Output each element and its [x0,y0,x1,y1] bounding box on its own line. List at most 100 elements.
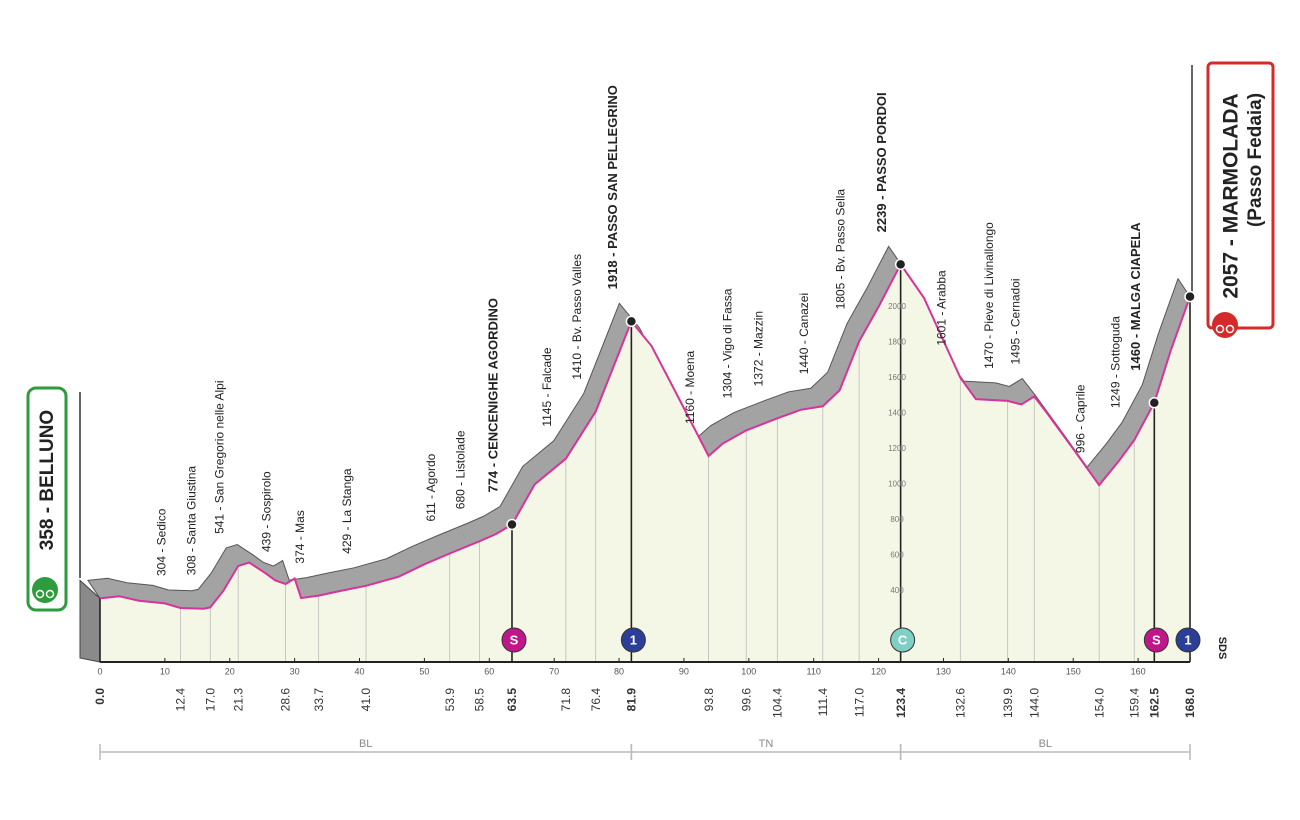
logo: SDS [1216,637,1228,660]
waypoint-label: 439 - Sospirolo [260,471,274,552]
x-tick-label: 70 [549,666,559,676]
km-label: 139.9 [1001,688,1015,718]
waypoint-label: 1304 - Vigo di Fassa [720,288,734,398]
km-label: 58.5 [473,688,487,712]
km-label: 21.3 [231,688,245,712]
waypoint-label: 1470 - Pieve di Livinallongo [982,222,996,369]
km-label: 93.8 [702,688,716,712]
icon-wheel [1215,324,1225,334]
waypoint-label: 1372 - Mazzin [752,311,766,386]
marker-symbol: 1 [630,632,637,647]
km-label: 81.9 [625,688,639,712]
finish-icon [1212,312,1238,338]
waypoint-label: 1805 - Bv. Passo Sella [833,189,847,310]
km-label: 168.0 [1183,688,1197,718]
start-frame [26,386,68,612]
marker-symbol: S [1152,632,1161,647]
y-tick-label: 800 [890,515,904,524]
x-tick-label: 130 [936,666,951,676]
y-tick-label: 400 [890,586,904,595]
marker-icon [1175,627,1201,653]
km-label: 117.0 [852,688,866,717]
waypoint-label: 1460 - MALGA CIAPELA [1128,222,1143,371]
region-label: BL [359,738,372,750]
km-label: 144.0 [1027,688,1041,718]
y-tick-label: 1200 [888,444,906,453]
waypoint-label: 1160 - Moena [683,350,697,423]
start-box: 358 - BELLUNO [26,386,81,612]
start-label: 358 - BELLUNO [37,410,58,550]
km-label: 159.4 [1127,688,1141,718]
km-label: 41.0 [359,688,373,712]
km-label: 28.6 [279,688,293,712]
km-label: 71.8 [559,688,573,712]
waypoint-label: 1145 - Falcade [540,347,554,426]
km-label: 162.5 [1147,688,1161,718]
marker-icon [501,627,527,653]
y-tick-label: 1000 [888,480,906,489]
finish-box: 2057 - MARMOLADA (Passo Fedaia) [1191,61,1275,338]
y-tick-label: 2000 [888,302,906,311]
km-label: 63.5 [505,688,519,712]
x-tick-label: 100 [741,666,756,676]
finish-sublabel: (Passo Fedaia) [1245,93,1266,227]
km-label: 0.0 [93,688,107,705]
x-tick-label: 110 [807,666,821,676]
icon-wheel [45,589,55,599]
km-label: 123.4 [894,688,908,718]
x-tick-label: 160 [1131,666,1146,676]
km-label: 154.0 [1092,688,1106,718]
waypoint-label: 541 - San Gregorio nelle Alpi [212,380,226,533]
x-tick-label: 80 [614,666,624,676]
marker-icon [1143,627,1169,653]
finish-frame [1206,61,1275,330]
waypoint-dot [1184,290,1196,303]
km-label: 132.6 [953,688,967,718]
region-label: TN [759,738,774,750]
finish-label: 2057 - MARMOLADA [1220,93,1243,298]
km-label: 17.0 [203,688,217,712]
marker-symbol: 1 [1184,632,1191,647]
y-tick-label: 1800 [888,337,906,346]
waypoint-label: 996 - Caprile [1073,384,1087,453]
waypoint-label: 1249 - Sottoguda [1108,316,1122,408]
profile-line [99,262,1191,610]
waypoint-label: 680 - Listolade [454,430,468,509]
x-tick-label: 150 [1066,666,1081,676]
waypoint-dot [506,518,518,531]
x-tick-label: 10 [160,666,170,676]
km-label: 33.7 [312,688,326,712]
km-label: 104.4 [771,688,785,718]
x-tick-label: 90 [679,666,689,676]
waypoint-label: 304 - Sedico [155,508,169,576]
x-tick-label: 50 [419,666,429,676]
waypoint-label: 1495 - Cernadoi [1008,278,1022,364]
x-tick-label: 60 [484,666,494,676]
waypoint-label: 611 - Agordo [424,453,438,521]
km-label: 111.4 [816,688,830,717]
marker-symbol: C [898,632,908,647]
icon-wheel [1225,324,1235,334]
start-icon [32,577,58,603]
marker-icon [620,627,646,653]
waypoint-label: 1918 - PASSO SAN PELLEGRINO [605,85,620,289]
waypoint-label: 1440 - Canazei [797,293,811,374]
area-fill [100,264,1190,662]
waypoint-label: 2239 - PASSO PORDOI [874,92,889,232]
marker-symbol: S [510,632,519,647]
y-tick-label: 600 [890,551,904,560]
km-label: 12.4 [174,688,188,712]
x-tick-label: 30 [290,666,300,676]
waypoint-label: 429 - La Stanga [340,468,354,554]
x-tick-label: 140 [1001,666,1016,676]
waypoint-label: 374 - Mas [293,510,307,563]
waypoint-dot [894,258,907,271]
x-tick-label: 0 [97,666,102,676]
region-label: BL [1039,738,1052,750]
km-label: 53.9 [443,688,457,712]
y-tick-label: 1400 [888,408,906,417]
waypoint-label: 308 - Santa Giustina [184,466,198,576]
waypoint-label: 1601 - Arabba [934,270,948,346]
x-tick-label: 40 [355,666,365,676]
